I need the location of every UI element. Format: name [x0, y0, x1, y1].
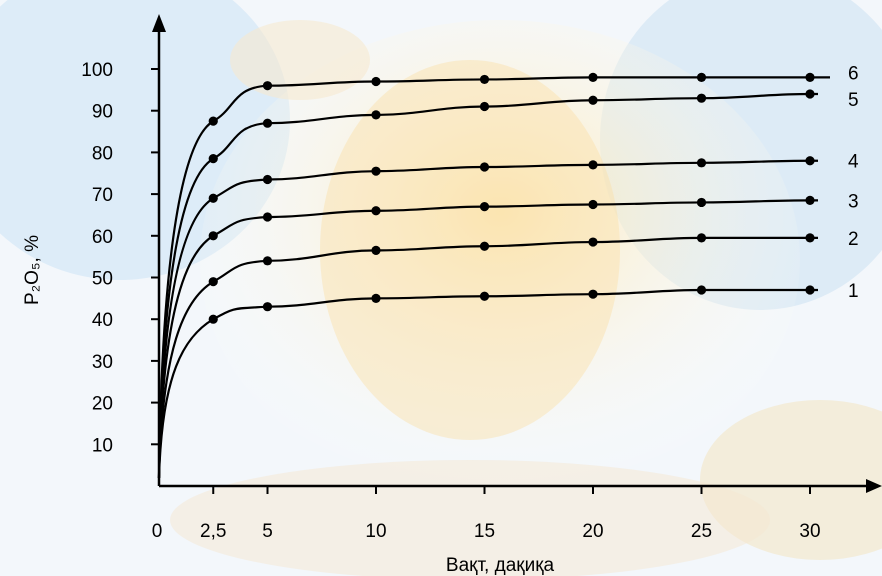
data-point	[696, 158, 707, 168]
series-line-1	[157, 288, 818, 479]
data-point	[588, 199, 598, 210]
series-line-3	[157, 199, 818, 479]
data-point	[805, 156, 815, 166]
data-point	[262, 302, 273, 312]
data-point	[588, 72, 598, 82]
data-point	[262, 81, 273, 91]
x-tick-label: 15	[474, 521, 495, 542]
x-tick-label: 2,5	[200, 521, 226, 542]
tick-marks	[151, 68, 811, 494]
data-point	[588, 160, 598, 170]
data-point	[262, 174, 273, 185]
data-point	[805, 89, 815, 99]
data-point	[371, 206, 381, 216]
data-point	[479, 291, 490, 301]
data-point	[208, 193, 218, 203]
x-tick-label: 30	[799, 521, 820, 542]
series-line-5	[157, 92, 818, 479]
y-axis-title: P₂O₅, %	[22, 235, 43, 305]
x-axis-arrow	[866, 479, 882, 493]
x-tick-label: 10	[365, 521, 386, 542]
data-point	[805, 233, 815, 243]
series-label: 6	[848, 63, 859, 84]
series-line-6	[157, 76, 830, 479]
data-point	[696, 93, 707, 103]
data-point	[479, 202, 490, 212]
y-tick-label: 80	[92, 143, 113, 164]
y-tick-label: 100	[81, 60, 113, 81]
y-tick-label: 20	[92, 394, 113, 415]
y-tick-label: 70	[92, 185, 113, 206]
data-point	[371, 245, 381, 255]
series-line-4	[157, 159, 818, 479]
y-tick-label: 50	[92, 269, 113, 290]
x-tick-label: 25	[691, 521, 712, 542]
series-label: 3	[848, 191, 859, 212]
data-point	[696, 285, 707, 295]
data-point	[208, 116, 218, 126]
chart-axes	[152, 14, 882, 493]
data-point	[805, 72, 815, 82]
y-tick-label: 30	[92, 352, 113, 373]
data-point	[371, 166, 381, 176]
data-point	[262, 118, 273, 128]
data-point	[479, 74, 490, 85]
data-point	[479, 241, 490, 251]
x-tick-label: 5	[262, 521, 273, 542]
data-point	[208, 154, 218, 164]
data-point	[262, 212, 273, 222]
data-point	[371, 76, 381, 87]
x-axis-title: Вақт, дақиқа	[446, 555, 555, 576]
y-axis-arrow	[152, 14, 166, 32]
data-point	[262, 256, 273, 266]
series-line-2	[157, 236, 818, 479]
series-label: 2	[848, 229, 859, 250]
data-point	[805, 285, 815, 295]
data-point	[208, 231, 218, 241]
y-tick-label: 90	[92, 102, 113, 123]
data-point	[696, 72, 707, 82]
data-point	[371, 293, 381, 303]
data-point	[805, 195, 815, 205]
data-point	[588, 95, 598, 105]
data-point	[371, 110, 381, 120]
x-tick-label: 0	[152, 521, 163, 542]
data-point	[588, 237, 598, 247]
y-tick-label: 10	[92, 435, 113, 456]
data-point	[479, 101, 490, 112]
data-point	[696, 197, 707, 208]
series-label: 4	[848, 152, 859, 173]
series-label: 5	[848, 90, 859, 111]
tick-labels: 10 20 30 40 50 60 70 80 90 100 0 2,5 5 10 15 20 25 30	[81, 60, 820, 542]
series-labels: 1 2 3 4 5 6	[848, 63, 859, 302]
series-group	[157, 76, 830, 479]
points-group	[208, 72, 815, 324]
y-tick-label: 60	[92, 227, 113, 248]
series-label: 1	[848, 281, 859, 302]
data-point	[208, 277, 218, 287]
data-point	[588, 289, 598, 299]
y-tick-label: 40	[92, 310, 113, 331]
data-point	[208, 314, 218, 324]
x-tick-label: 20	[582, 521, 603, 542]
data-point	[696, 233, 707, 243]
data-point	[479, 162, 490, 172]
